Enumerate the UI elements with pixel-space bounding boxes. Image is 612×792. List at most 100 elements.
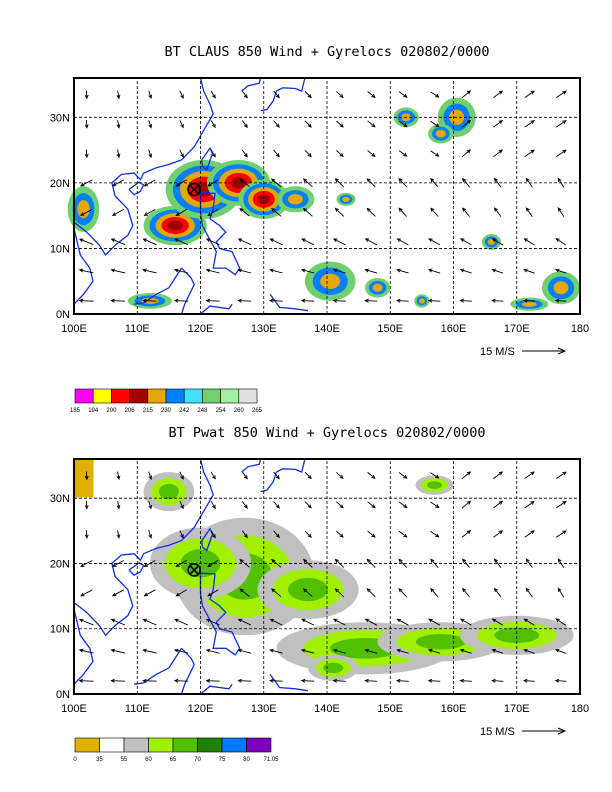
wind-vector <box>271 208 282 217</box>
colorbar-label: 215 <box>143 408 154 414</box>
wind-vector <box>79 680 94 682</box>
wind-vector-head <box>371 123 376 128</box>
wind-vector <box>179 120 184 128</box>
wind-vector-head <box>269 298 274 303</box>
wind-vector <box>430 559 439 568</box>
wind-vector-head <box>80 212 85 216</box>
wind-vector <box>179 471 184 480</box>
wind-vector-head <box>173 268 179 273</box>
wind-vector-head <box>435 123 440 128</box>
wind-vector-head <box>403 123 408 128</box>
wind-vector <box>335 208 345 217</box>
wind-vector-head <box>205 648 211 653</box>
colorbar-swatch <box>165 388 185 404</box>
wind-vector <box>238 269 252 274</box>
wind-vector <box>304 149 312 157</box>
wind-vector <box>80 209 93 216</box>
wind-vector-head <box>270 588 276 593</box>
wind-vector <box>494 207 502 217</box>
wind-vector-head <box>243 504 248 509</box>
y-tick-label: 30N <box>50 493 70 505</box>
colorbar-swatch <box>246 737 272 753</box>
claus-panel: BT CLAUS 850 Wind + Gyrelocs 020802/0000… <box>50 44 589 414</box>
wind-vector <box>79 238 94 246</box>
wind-vector-head <box>430 558 435 563</box>
wind-vector <box>85 500 88 509</box>
wind-vector <box>301 269 315 274</box>
wind-vector <box>555 501 567 509</box>
wind-vector-head <box>403 152 408 157</box>
wind-vector-head <box>459 648 465 653</box>
wind-vector-head <box>332 648 338 653</box>
wind-vector <box>335 559 345 568</box>
wind-vector-head <box>364 268 369 273</box>
wind-vector <box>492 618 504 626</box>
wind-vector <box>367 472 376 479</box>
wind-vector <box>273 471 280 479</box>
wind-vector-head <box>111 563 117 567</box>
wind-vector-head <box>301 618 306 623</box>
wind-vector <box>304 471 312 479</box>
colorbar-label: 254 <box>216 408 227 414</box>
x-tick-label: 100E <box>61 323 87 335</box>
wind-vector-head <box>142 678 147 683</box>
wind-vector-head <box>80 182 85 187</box>
x-tick-label: 140E <box>314 703 340 715</box>
wind-vector <box>430 208 439 217</box>
wind-vector-head <box>78 648 84 653</box>
wind-vector <box>492 269 504 274</box>
wind-vector <box>397 680 409 682</box>
wind-vector <box>144 589 156 597</box>
wind-vector <box>174 618 189 626</box>
wind-vector-head <box>334 558 339 563</box>
wind-vector-head <box>364 298 369 303</box>
wind-vector-head <box>398 587 403 593</box>
wind-vector-head <box>300 648 306 653</box>
wind-vector <box>176 208 187 216</box>
wind-vector <box>144 560 156 567</box>
wind-vector <box>80 179 93 187</box>
wind-vector <box>367 91 376 98</box>
coastline <box>134 647 183 685</box>
wind-vector <box>85 471 88 480</box>
wind-vector <box>557 207 565 217</box>
wind-vector-head <box>339 94 344 99</box>
wind-vector <box>176 179 187 187</box>
x-tick-label: 130E <box>251 323 277 335</box>
wind-vector-head <box>557 587 562 592</box>
wind-vector <box>303 588 313 598</box>
wind-vector-head <box>243 533 248 539</box>
wind-vector-head <box>332 678 337 683</box>
wind-vector-head <box>270 558 276 563</box>
wind-vector-head <box>307 94 312 99</box>
wind-vector-head <box>398 207 403 212</box>
wind-vector-head <box>80 592 85 597</box>
shading-contour <box>158 483 179 500</box>
colorbar-label: 65 <box>170 757 177 763</box>
coastline <box>241 77 262 92</box>
wind-vector <box>366 588 376 598</box>
wind-vector <box>398 559 408 568</box>
coastline <box>200 303 233 315</box>
gyre-circle <box>187 182 201 197</box>
wind-vector-head <box>462 207 467 212</box>
wind-vector <box>461 500 471 509</box>
wind-vector-head <box>498 530 504 535</box>
wind-vector <box>174 300 189 302</box>
wind-vector-head <box>332 268 338 273</box>
wind-vector <box>148 149 152 158</box>
wind-vector-head <box>173 648 179 653</box>
wind-vector <box>460 618 472 626</box>
wind-vector <box>176 560 187 567</box>
wind-vector-head <box>237 678 242 683</box>
wind-vector-head <box>522 298 528 303</box>
wind-vector-head <box>334 178 339 183</box>
wind-vector <box>111 238 126 246</box>
wind-vector-head <box>116 153 121 159</box>
shading-contour <box>553 281 569 295</box>
wind-vector <box>143 680 157 682</box>
wind-vector-head <box>498 500 504 505</box>
wind-vector <box>210 500 216 509</box>
coastline <box>180 647 195 695</box>
